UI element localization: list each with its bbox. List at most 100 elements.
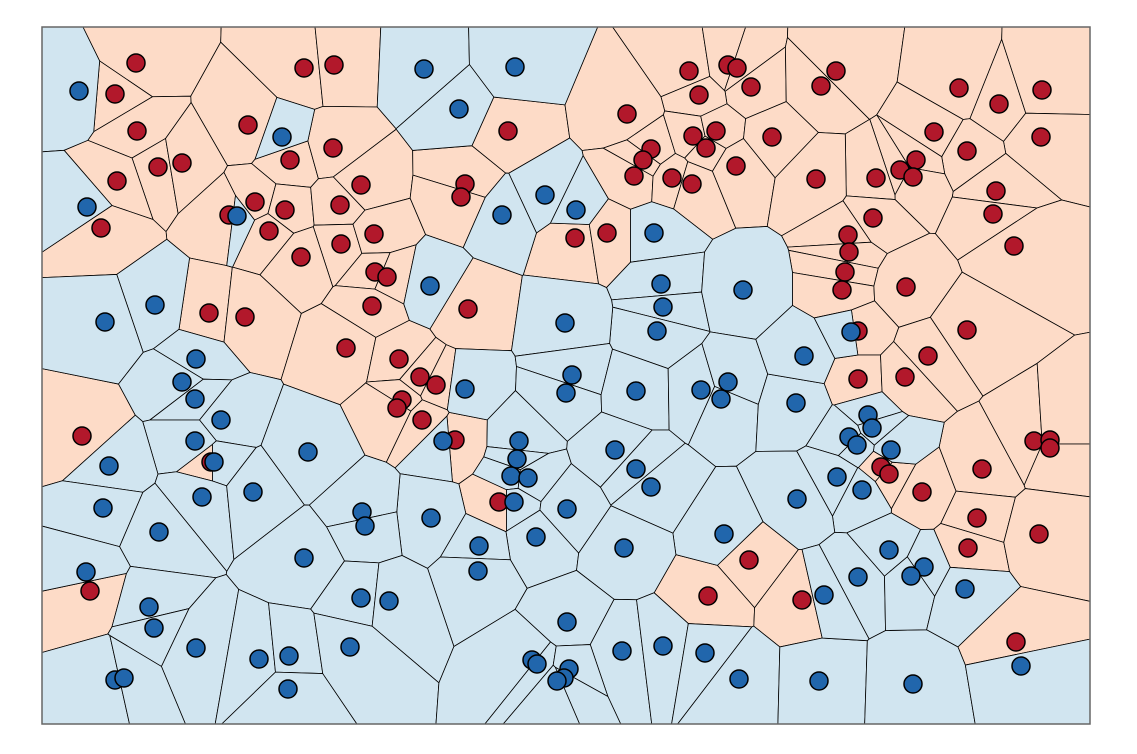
voronoi-cell xyxy=(549,154,609,225)
point xyxy=(556,383,576,403)
voronoi-cell xyxy=(926,566,1022,648)
point xyxy=(336,338,356,358)
point xyxy=(72,426,92,446)
point xyxy=(243,482,263,502)
point xyxy=(527,654,547,674)
point xyxy=(847,435,867,455)
point xyxy=(280,150,300,170)
point xyxy=(126,53,146,73)
point xyxy=(377,267,397,287)
point xyxy=(1040,438,1060,458)
point xyxy=(330,195,350,215)
point xyxy=(364,224,384,244)
point xyxy=(278,679,298,699)
point xyxy=(186,349,206,369)
point xyxy=(351,588,371,608)
point xyxy=(249,649,269,669)
point xyxy=(414,59,434,79)
point xyxy=(879,464,899,484)
point xyxy=(617,104,637,124)
point xyxy=(726,156,746,176)
point xyxy=(651,274,671,294)
point xyxy=(498,121,518,141)
point xyxy=(492,205,512,225)
point xyxy=(957,320,977,340)
point xyxy=(706,121,726,141)
point xyxy=(866,168,886,188)
point xyxy=(469,536,489,556)
point xyxy=(272,127,292,147)
point xyxy=(792,590,812,610)
point xyxy=(903,674,923,694)
point xyxy=(501,466,521,486)
point xyxy=(449,99,469,119)
point xyxy=(172,153,192,173)
point xyxy=(901,566,921,586)
voronoi-cell xyxy=(813,309,859,359)
point xyxy=(145,295,165,315)
point xyxy=(362,296,382,316)
point xyxy=(826,61,846,81)
point xyxy=(696,138,716,158)
voronoi-cell xyxy=(395,63,495,151)
point xyxy=(410,367,430,387)
point xyxy=(624,166,644,186)
point xyxy=(835,262,855,282)
point xyxy=(794,346,814,366)
point xyxy=(245,192,265,212)
point xyxy=(912,482,932,502)
point xyxy=(351,175,371,195)
point xyxy=(903,167,923,187)
point xyxy=(727,58,747,78)
point xyxy=(612,641,632,661)
point xyxy=(509,431,529,451)
point xyxy=(526,527,546,547)
point xyxy=(565,228,585,248)
point xyxy=(186,638,206,658)
point xyxy=(762,127,782,147)
point xyxy=(199,303,219,323)
point xyxy=(93,498,113,518)
point xyxy=(99,456,119,476)
point xyxy=(144,618,164,638)
point xyxy=(211,410,231,430)
point xyxy=(387,398,407,418)
point xyxy=(614,538,634,558)
point xyxy=(331,234,351,254)
point xyxy=(518,468,538,488)
point xyxy=(839,242,859,262)
point xyxy=(729,669,749,689)
point xyxy=(662,168,682,188)
point xyxy=(626,381,646,401)
point xyxy=(787,489,807,509)
point xyxy=(1004,236,1024,256)
point xyxy=(172,372,192,392)
point xyxy=(695,643,715,663)
points xyxy=(69,53,1060,699)
point xyxy=(535,185,555,205)
point xyxy=(827,467,847,487)
point xyxy=(507,449,527,469)
point xyxy=(896,277,916,297)
point xyxy=(679,61,699,81)
point xyxy=(852,480,872,500)
point xyxy=(848,369,868,389)
point xyxy=(557,612,577,632)
point xyxy=(786,393,806,413)
point xyxy=(918,346,938,366)
point xyxy=(832,280,852,300)
point xyxy=(279,646,299,666)
point xyxy=(989,94,1009,114)
point xyxy=(458,299,478,319)
point xyxy=(107,171,127,191)
point xyxy=(949,78,969,98)
point xyxy=(185,389,205,409)
point xyxy=(235,307,255,327)
point xyxy=(291,247,311,267)
point xyxy=(879,540,899,560)
point xyxy=(957,141,977,161)
point xyxy=(863,208,883,228)
point xyxy=(848,567,868,587)
